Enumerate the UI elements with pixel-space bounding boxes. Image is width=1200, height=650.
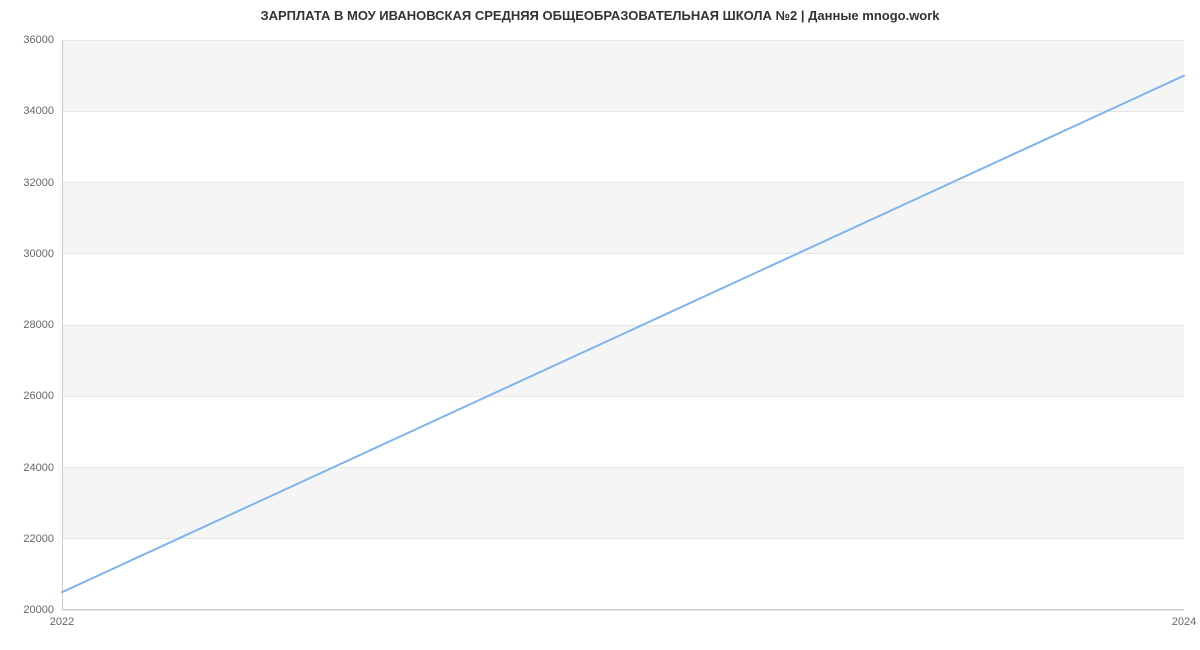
y-tick-label: 36000	[23, 34, 54, 46]
y-tick-label: 20000	[23, 604, 54, 616]
plot-area: 2000022000240002600028000300003200034000…	[62, 40, 1184, 610]
x-tick-label: 2024	[1172, 616, 1196, 628]
salary-line-chart: ЗАРПЛАТА В МОУ ИВАНОВСКАЯ СРЕДНЯЯ ОБЩЕОБ…	[0, 0, 1200, 650]
x-tick-label: 2022	[50, 616, 74, 628]
y-tick-label: 34000	[23, 105, 54, 117]
y-tick-label: 28000	[23, 319, 54, 331]
series-line-salary	[62, 76, 1184, 593]
y-tick-label: 24000	[23, 462, 54, 474]
y-tick-label: 32000	[23, 177, 54, 189]
chart-title: ЗАРПЛАТА В МОУ ИВАНОВСКАЯ СРЕДНЯЯ ОБЩЕОБ…	[0, 8, 1200, 23]
y-tick-label: 26000	[23, 390, 54, 402]
y-tick-label: 22000	[23, 533, 54, 545]
series-layer	[62, 40, 1184, 610]
y-tick-label: 30000	[23, 248, 54, 260]
